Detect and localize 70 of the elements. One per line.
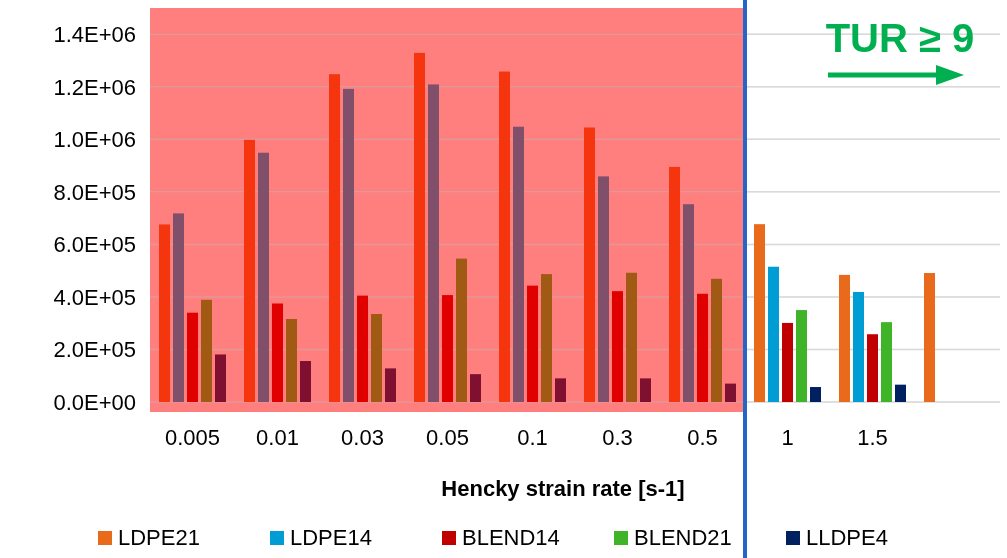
bar [527, 285, 538, 402]
bar [357, 295, 368, 402]
bar [598, 176, 609, 402]
y-tick-label: 1.0E+06 [53, 127, 136, 153]
legend-label: LLDPE4 [806, 525, 888, 550]
bar [810, 387, 821, 402]
bar [541, 274, 552, 402]
bar [159, 224, 170, 402]
bar [640, 378, 651, 402]
legend-label: LDPE14 [290, 525, 372, 550]
y-tick-label: 0.0E+00 [53, 389, 136, 415]
bar [711, 278, 722, 402]
bar [470, 374, 481, 402]
legend-label: BLEND14 [462, 525, 560, 550]
bar [385, 368, 396, 402]
x-tick-label: 0.05 [426, 425, 469, 450]
bar [924, 273, 935, 402]
bar [839, 274, 850, 402]
bar [867, 334, 878, 402]
bar [258, 152, 269, 402]
bar [881, 322, 892, 402]
bar [754, 224, 765, 402]
annotation: TUR ≥ 9 [825, 16, 975, 60]
x-tick-label: 1 [781, 425, 794, 450]
bar [442, 295, 453, 402]
y-tick-label: 1.2E+06 [53, 74, 136, 100]
bar [697, 293, 708, 402]
bar [244, 139, 255, 402]
bar [584, 127, 595, 402]
y-tick-label: 8.0E+05 [53, 179, 136, 205]
legend-label: LDPE21 [118, 525, 200, 550]
bar [513, 126, 524, 402]
bar [683, 204, 694, 402]
y-tick-label: 1.4E+06 [53, 21, 136, 47]
bar [371, 314, 382, 402]
bar [725, 383, 736, 402]
bar [201, 299, 212, 402]
bar [853, 291, 864, 402]
bar [343, 88, 354, 402]
x-tick-label: 0.005 [164, 425, 221, 450]
bar [669, 166, 680, 402]
x-axis-title: Hencky strain rate [s-1] [441, 476, 685, 501]
bar [626, 272, 637, 402]
x-tick-label: 0.3 [602, 425, 633, 450]
x-tick-label: 1.5 [857, 425, 888, 450]
bar [428, 84, 439, 402]
bar [768, 266, 779, 402]
bar [895, 384, 906, 402]
bar [286, 319, 297, 402]
bar [300, 361, 311, 402]
bar [782, 322, 793, 402]
y-tick-label: 4.0E+05 [53, 284, 136, 310]
bar [272, 303, 283, 402]
bar [796, 310, 807, 402]
bar [329, 74, 340, 402]
bar [612, 291, 623, 402]
x-tick-label: 0.03 [341, 425, 384, 450]
bar [173, 213, 184, 402]
y-tick-label: 6.0E+05 [53, 232, 136, 258]
y-tick-label: 2.0E+05 [53, 337, 136, 363]
x-tick-label: 0.5 [687, 425, 718, 450]
x-tick-label: 0.1 [517, 425, 548, 450]
bar [499, 71, 510, 402]
bar [215, 354, 226, 402]
bar [456, 258, 467, 402]
bar [187, 312, 198, 402]
bar [555, 378, 566, 402]
x-tick-label: 0.01 [256, 425, 299, 450]
legend-label: BLEND21 [634, 525, 732, 550]
bar [414, 52, 425, 402]
